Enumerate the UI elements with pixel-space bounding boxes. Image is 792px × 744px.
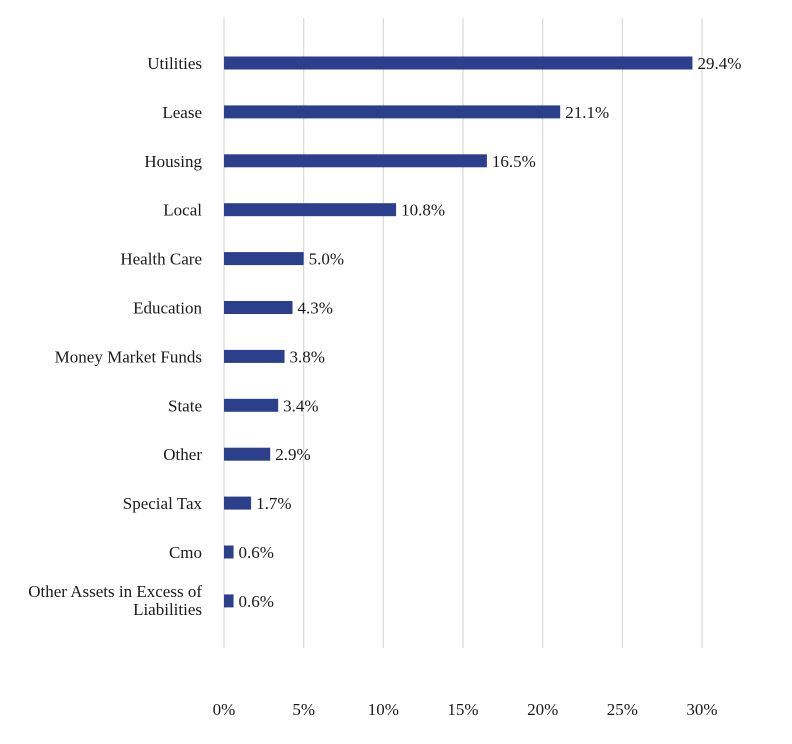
data-label: 3.8% [290,347,325,366]
bar [224,545,234,559]
data-label: 3.4% [283,396,318,415]
category-label: Utilities [147,54,202,73]
x-tick-label: 25% [607,700,638,719]
data-label: 1.7% [256,494,291,513]
data-label: 21.1% [565,103,609,122]
bar [224,594,234,608]
category-label: Money Market Funds [55,347,202,366]
category-label: Health Care [120,250,202,269]
category-label: Special Tax [123,494,203,513]
category-label: Other Assets in Excess of [28,582,202,601]
data-label: 16.5% [492,152,536,171]
data-label: 2.9% [275,445,310,464]
bar [224,349,285,363]
x-tick-label: 15% [447,700,478,719]
bar [224,252,304,266]
x-tick-label: 30% [686,700,717,719]
data-label: 0.6% [239,592,274,611]
bar [224,447,271,461]
gridlines [223,18,703,648]
category-label: Liabilities [133,600,202,619]
x-tick-label: 5% [292,700,315,719]
category-labels: Utilities Lease Housing Local Health Care Edu… [28,54,202,619]
category-label: Lease [162,103,202,122]
bar [224,154,487,168]
bar [224,105,561,119]
category-label: Local [163,201,202,220]
category-label: Housing [144,152,202,171]
category-label: Education [133,299,202,318]
category-label: Cmo [169,543,202,562]
data-label: 5.0% [309,250,344,269]
data-label: 0.6% [239,543,274,562]
data-label: 4.3% [298,299,333,318]
data-labels: 29.4% 21.1% 16.5% 10.8% 5.0% 4.3% 3.8% 3.4% 2.9%… [239,54,742,611]
bar [224,398,279,412]
bar [224,203,397,217]
x-tick-label: 10% [368,700,399,719]
bar [224,301,293,314]
category-label: State [168,396,202,415]
data-label: 10.8% [401,201,445,220]
bars [224,56,693,608]
bar [224,56,693,70]
data-label: 29.4% [697,54,741,73]
x-axis-tick-labels: 0% 5% 10% 15% 20% 25% 30% [213,700,718,719]
category-label: Other [163,445,202,464]
x-tick-label: 0% [213,700,236,719]
x-tick-label: 20% [527,700,558,719]
bar [224,496,252,510]
